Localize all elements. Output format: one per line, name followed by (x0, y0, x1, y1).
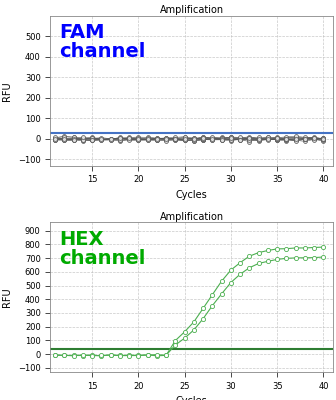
Title: Amplification: Amplification (160, 5, 223, 15)
Text: HEX
channel: HEX channel (59, 230, 145, 268)
X-axis label: Cycles: Cycles (176, 396, 207, 400)
Text: FAM
channel: FAM channel (59, 24, 145, 62)
Y-axis label: RFU: RFU (2, 287, 12, 307)
X-axis label: Cycles: Cycles (176, 190, 207, 200)
Y-axis label: RFU: RFU (2, 81, 12, 101)
Title: Amplification: Amplification (160, 212, 223, 222)
